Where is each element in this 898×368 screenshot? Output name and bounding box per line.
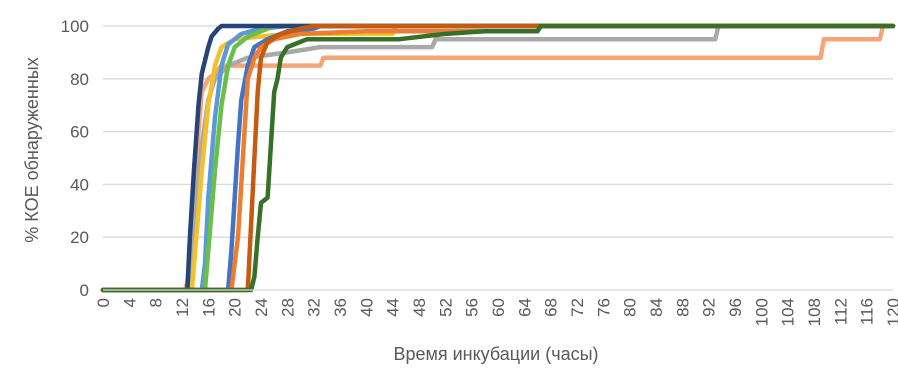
x-tick-label: 84 [647,298,666,317]
x-tick-label: 20 [226,298,245,317]
x-tick-label: 0 [94,298,113,307]
x-axis-title: Время инкубации (часы) [393,344,598,364]
series-line [100,23,896,293]
y-tick-label: 0 [80,281,89,300]
x-tick-labels: 0 4 8 12 16 20 24 28 32 36 40 44 48 52 56 60 64 68 72 76 80 8… [94,298,898,326]
x-tick-label: 104 [779,298,798,326]
x-tick-label: 44 [384,298,403,317]
y-tick-label: 20 [70,228,89,247]
y-axis-title: % КОЕ обнаруженных [22,57,42,242]
x-tick-label: 16 [199,298,218,317]
series-line [100,23,896,293]
x-tick-label: 88 [673,298,692,317]
x-tick-label: 108 [805,298,824,326]
series-line [100,23,896,293]
x-tick-label: 4 [120,298,139,307]
x-tick-label: 96 [726,298,745,317]
x-tick-label: 24 [252,298,271,317]
y-tick-labels: 0 20 40 60 80 100 [61,17,89,300]
series-lines [100,23,896,293]
x-tick-label: 36 [331,298,350,317]
x-tick-label: 56 [463,298,482,317]
series-line [100,23,896,293]
x-tick-label: 80 [621,298,640,317]
x-tick-label: 112 [831,298,850,325]
x-tick-label: 32 [305,298,324,317]
y-tick-label: 100 [61,17,89,36]
y-tick-label: 40 [70,175,89,194]
x-tick-label: 64 [515,298,534,317]
x-tick-label: 60 [489,298,508,317]
y-tick-label: 80 [70,70,89,89]
x-tick-label: 92 [700,298,719,317]
series-line [100,23,896,293]
x-tick-label: 116 [858,298,877,325]
series-line [100,23,896,293]
x-tick-label: 8 [147,298,166,307]
x-tick-label: 12 [173,298,192,317]
y-tick-label: 60 [70,123,89,142]
x-tick-label: 100 [752,298,771,326]
x-tick-label: 76 [594,298,613,317]
x-tick-label: 28 [278,298,297,317]
x-tick-label: 72 [568,298,587,317]
x-tick-label: 40 [357,298,376,317]
series-line [100,23,896,293]
x-tick-label: 68 [542,298,561,317]
x-tick-label: 52 [436,298,455,317]
x-tick-label: 120 [884,298,898,326]
x-tick-label: 48 [410,298,429,317]
